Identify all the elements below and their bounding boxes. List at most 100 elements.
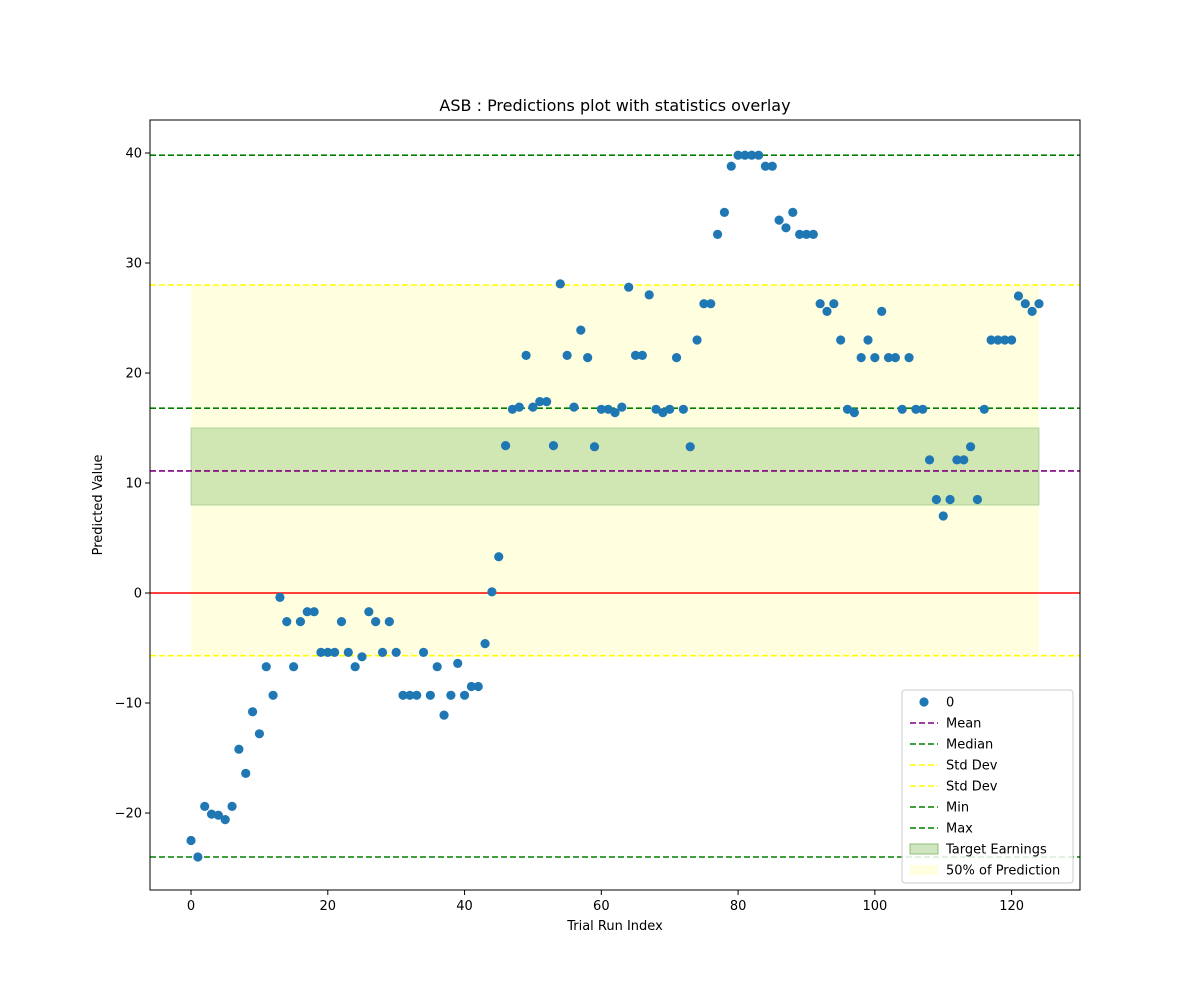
data-point <box>849 408 859 418</box>
data-point <box>644 290 654 300</box>
data-point <box>241 768 251 779</box>
y-tick-label: −10 <box>115 697 142 712</box>
data-point <box>330 647 340 658</box>
data-point <box>856 353 866 363</box>
data-point <box>870 353 880 363</box>
data-point <box>193 852 203 862</box>
data-point <box>542 397 552 407</box>
data-point <box>993 335 1003 345</box>
x-axis-label: Trial Run Index <box>566 919 663 934</box>
data-point <box>658 408 668 418</box>
data-point <box>213 810 223 820</box>
legend-label: Median <box>946 738 993 753</box>
x-tick-label: 80 <box>730 899 747 914</box>
data-point <box>733 150 743 160</box>
data-point <box>425 690 435 700</box>
data-point <box>740 150 750 160</box>
data-point <box>808 229 818 239</box>
legend-label: 50% of Prediction <box>946 864 1060 879</box>
data-point <box>480 639 490 649</box>
data-point <box>829 299 839 309</box>
data-point <box>350 662 360 672</box>
data-point <box>576 325 586 335</box>
data-point <box>1013 291 1024 301</box>
y-tick-label: 0 <box>134 587 142 602</box>
data-point <box>405 690 415 700</box>
data-point <box>254 729 265 739</box>
data-point <box>343 647 353 658</box>
data-point <box>247 707 258 717</box>
legend-label: Min <box>946 801 969 816</box>
legend-label: 0 <box>946 696 954 711</box>
data-point <box>911 404 921 414</box>
data-point <box>268 690 278 700</box>
data-point <box>931 494 941 505</box>
y-tick-label: −20 <box>115 807 142 822</box>
data-point <box>699 299 709 309</box>
data-point <box>227 801 237 812</box>
data-point <box>569 402 579 412</box>
data-point <box>842 404 853 414</box>
legend-label: Std Dev <box>946 759 998 774</box>
axes-frame <box>149 119 1081 891</box>
data-point <box>603 404 613 414</box>
data-point <box>336 617 347 627</box>
data-point <box>234 744 244 754</box>
data-point <box>767 161 777 171</box>
data-point <box>1007 335 1017 345</box>
data-point <box>295 617 306 627</box>
x-tick-label: 40 <box>456 899 473 914</box>
data-point <box>364 607 374 617</box>
data-point <box>678 404 688 414</box>
data-point <box>706 299 716 309</box>
data-point <box>630 350 641 360</box>
data-point <box>466 681 476 692</box>
data-point <box>671 353 682 363</box>
y-axis-label: Predicted Value <box>91 455 106 556</box>
data-point <box>439 710 449 720</box>
data-point <box>377 647 388 658</box>
data-point <box>289 662 299 672</box>
data-point <box>959 455 969 465</box>
y-tick-label: 30 <box>125 257 142 272</box>
data-point <box>535 397 545 407</box>
data-point <box>624 282 634 292</box>
data-point <box>309 607 319 617</box>
data-point <box>412 690 422 700</box>
data-point <box>432 662 442 672</box>
data-point <box>500 441 511 451</box>
x-tick-label: 20 <box>320 899 337 914</box>
data-point <box>206 809 217 819</box>
data-point <box>651 404 661 414</box>
data-point <box>938 511 948 521</box>
legend: 0 Mean Median Std Dev Std Dev Min Max Target Ea… <box>901 689 1074 884</box>
data-point <box>726 161 736 171</box>
x-tick-label: 0 <box>187 899 195 914</box>
data-point <box>1000 335 1010 345</box>
data-point <box>589 442 600 452</box>
data-point <box>596 404 606 414</box>
y-tick-label: 20 <box>125 367 142 382</box>
data-point <box>583 353 593 363</box>
data-point <box>261 662 271 672</box>
data-point <box>418 647 429 658</box>
data-point <box>302 607 312 617</box>
legend-label: Target Earnings <box>945 843 1047 858</box>
data-point <box>924 455 935 465</box>
x-tick-label: 120 <box>999 899 1024 914</box>
legend-marker <box>910 865 938 875</box>
data-point <box>965 442 976 452</box>
data-point <box>548 441 559 451</box>
data-point <box>610 408 620 418</box>
data-point <box>459 690 470 700</box>
data-point <box>200 801 210 812</box>
data-point <box>1020 299 1030 309</box>
data-point <box>384 617 394 627</box>
data-point <box>972 494 983 505</box>
data-point <box>473 681 483 692</box>
legend-marker <box>919 697 929 707</box>
data-point <box>774 215 784 225</box>
y-tick-label: 10 <box>125 477 142 492</box>
legend-label: Mean <box>946 717 981 732</box>
data-point <box>815 299 825 309</box>
